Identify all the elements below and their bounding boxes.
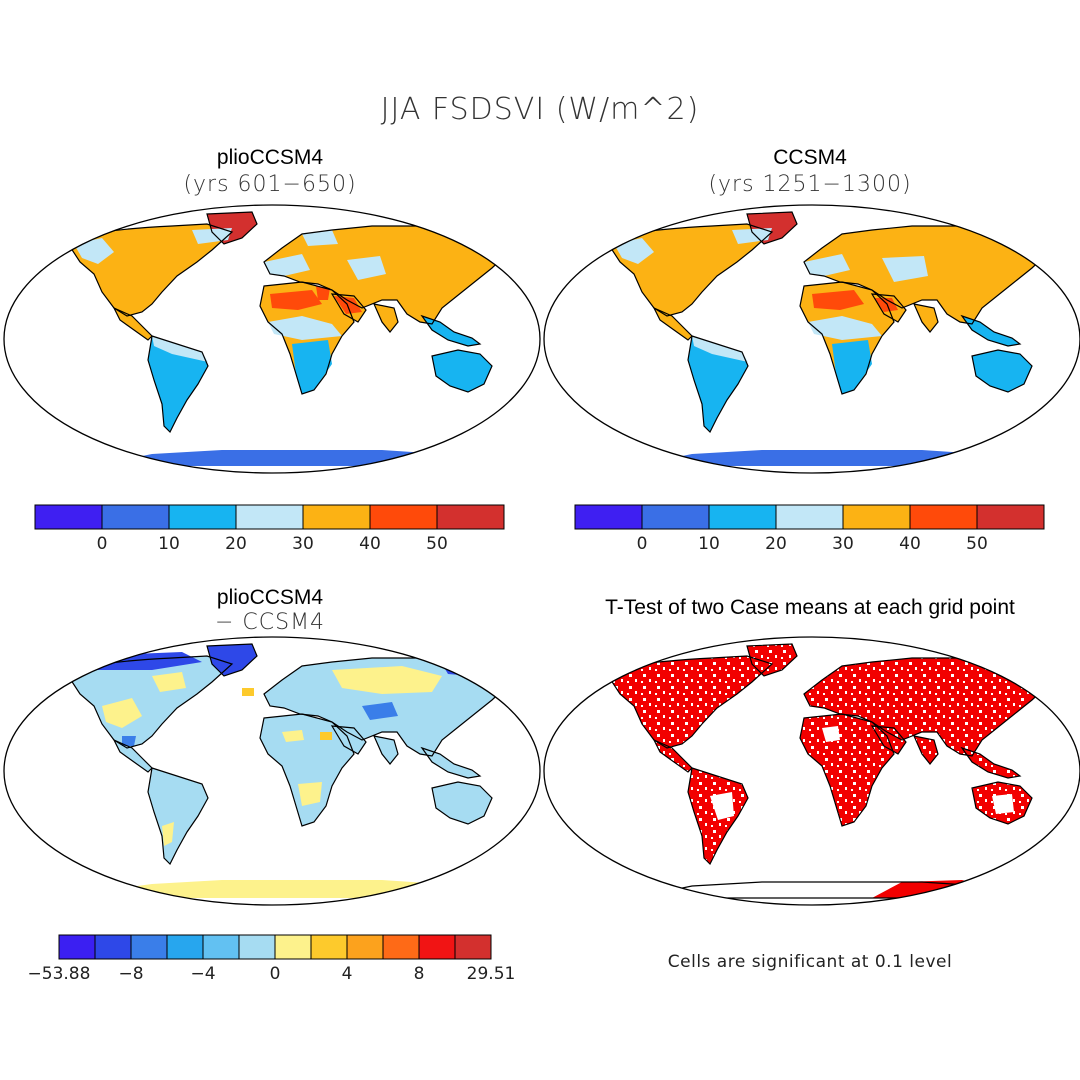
colorbar-plio-tick-label: 10 [158,534,180,554]
colorbar-diff-tick-label: −53.88 [28,964,91,984]
figure-title: JJA FSDSVI (W/m^2) [380,92,700,127]
panel-title-ttest: T-Test of two Case means at each grid po… [605,596,1015,619]
colorbar-plio-swatch [168,504,237,530]
colorbar-ccsm-tick-label: 30 [832,534,854,554]
colorbar-ccsm-tick-label: 0 [637,534,648,554]
colorbar-ccsm-swatch [574,504,643,530]
colorbar-plio: 0 10 20 30 40 50 [34,504,505,554]
significance-note: Cells are significant at 0.1 level [667,952,953,972]
colorbar-ccsm-swatch [909,504,978,530]
colorbar-diff-swatch [58,934,96,960]
colorbar-ccsm-tick-label: 10 [698,534,720,554]
colorbar-plio-swatch [34,504,103,530]
map-plio [3,204,541,474]
colorbar-diff-swatch [454,934,492,960]
colorbar-plio-swatch [302,504,371,530]
panel-title-plio: plioCCSM4 [216,146,324,169]
colorbar-ccsm-tick-label: 50 [966,534,988,554]
colorbar-ccsm-swatch [775,504,844,530]
colorbar-plio-tick-label: 40 [359,534,381,554]
colorbar-diff-swatch [130,934,168,960]
colorbar-diff-swatch [166,934,204,960]
colorbar-diff: −53.88 −8 −4 0 4 8 29.51 [28,934,516,984]
colorbar-diff-swatch [202,934,240,960]
map-ccsm [543,204,1080,474]
panel-title-diff: plioCCSM4 [216,586,324,609]
colorbar-ccsm: 0 10 20 30 40 50 [574,504,1045,554]
colorbar-plio-swatch [369,504,438,530]
colorbar-diff-swatch [274,934,312,960]
colorbar-diff-tick-label: −4 [190,964,215,984]
colorbar-diff-tick-label: 4 [342,964,353,984]
colorbar-diff-swatch [382,934,420,960]
colorbar-diff-swatch [94,934,132,960]
colorbar-diff-tick-label: 29.51 [467,964,516,984]
colorbar-ccsm-tick-label: 20 [765,534,787,554]
colorbar-plio-swatch [101,504,170,530]
panel-subtitle-plio: (yrs 601−650) [183,172,357,197]
colorbar-ccsm-swatch [842,504,911,530]
colorbar-plio-swatch [436,504,505,530]
colorbar-plio-swatch [235,504,304,530]
panel-title-ccsm: CCSM4 [773,146,847,169]
colorbar-diff-tick-label: 8 [414,964,425,984]
colorbar-ccsm-swatch [976,504,1045,530]
colorbar-ccsm-tick-label: 40 [899,534,921,554]
colorbar-diff-swatch [310,934,348,960]
colorbar-diff-tick-label: −8 [118,964,143,984]
map-ttest [543,636,1080,906]
colorbar-diff-swatch [418,934,456,960]
colorbar-plio-tick-label: 30 [292,534,314,554]
colorbar-ccsm-swatch [708,504,777,530]
colorbar-plio-tick-label: 50 [426,534,448,554]
colorbar-plio-tick-label: 0 [97,534,108,554]
colorbar-diff-swatch [238,934,276,960]
panel-subtitle-diff: − CCSM4 [214,610,326,635]
colorbar-plio-tick-label: 20 [225,534,247,554]
colorbar-diff-swatch [346,934,384,960]
colorbar-diff-tick-label: 0 [270,964,281,984]
map-diff [3,636,541,906]
panel-subtitle-ccsm: (yrs 1251−1300) [708,172,912,197]
colorbar-ccsm-swatch [641,504,710,530]
